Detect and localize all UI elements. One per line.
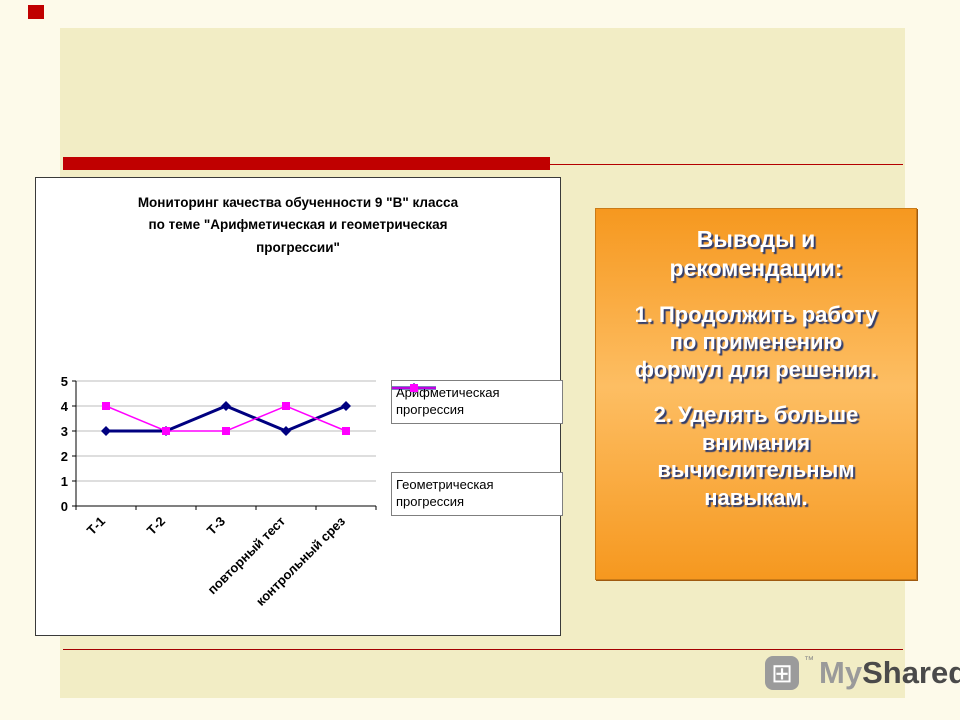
svg-text:4: 4 [61, 399, 69, 414]
myshared-logo-text: MyShared [819, 654, 960, 692]
conclusion-item: 2. Уделять больше внимания вычислительным… [634, 401, 878, 511]
svg-text:Т-2: Т-2 [144, 514, 168, 538]
item-number: 2. [653, 402, 673, 427]
chart-title-line: по теме "Арифметическая и геометрическая [148, 217, 448, 233]
item-number: 1. [634, 301, 653, 327]
chart-panel: Мониторинг качества обученности 9 "В" кл… [35, 177, 563, 636]
chart-legend: Арифметическая прогрессия Геометрическая … [391, 380, 563, 564]
trademark-symbol: ™ [804, 655, 814, 666]
legend-sample [392, 384, 436, 392]
chart-title-line: Мониторинг качества обученности 9 "В" кл… [137, 195, 459, 210]
item-text: Уделять больше внимания вычислительным н… [657, 402, 859, 510]
conclusions-title: Выводы и рекомендации: [669, 226, 843, 281]
legend-entry: Геометрическая прогрессия [391, 384, 563, 516]
myshared-grid-icon: ⊞ [765, 656, 799, 690]
svg-text:3: 3 [61, 424, 68, 439]
myshared-logo[interactable]: ⊞ ™ MyShared [765, 654, 960, 692]
chart-area: 0 1 2 3 4 5 Т-1 Т-2 Т-3 повторный тест контрольный… [41, 366, 563, 631]
logo-text-shared: Shared [862, 655, 960, 690]
svg-text:2: 2 [61, 449, 68, 464]
red-divider-bar [63, 157, 550, 170]
svg-text:Т-3: Т-3 [204, 514, 228, 538]
legend-label: Геометрическая прогрессия [396, 476, 494, 509]
conclusions-panel: Выводы и рекомендации: 1. Продолжить рабо… [595, 208, 917, 580]
conclusion-item: 1. Продолжить работу по применению формул… [634, 301, 878, 384]
chart-title-line: прогрессии" [256, 239, 340, 255]
logo-text-my: My [819, 655, 863, 690]
svg-text:Т-1: Т-1 [84, 514, 108, 538]
item-text: Продолжить работу по применению формул д… [634, 301, 878, 382]
svg-text:5: 5 [61, 374, 68, 389]
bottom-divider-line [63, 649, 903, 650]
corner-accent-square [28, 5, 44, 19]
chart-title: Мониторинг качества обученности 9 "В" кл… [36, 192, 560, 259]
svg-text:1: 1 [61, 474, 68, 489]
svg-text:0: 0 [61, 499, 68, 514]
